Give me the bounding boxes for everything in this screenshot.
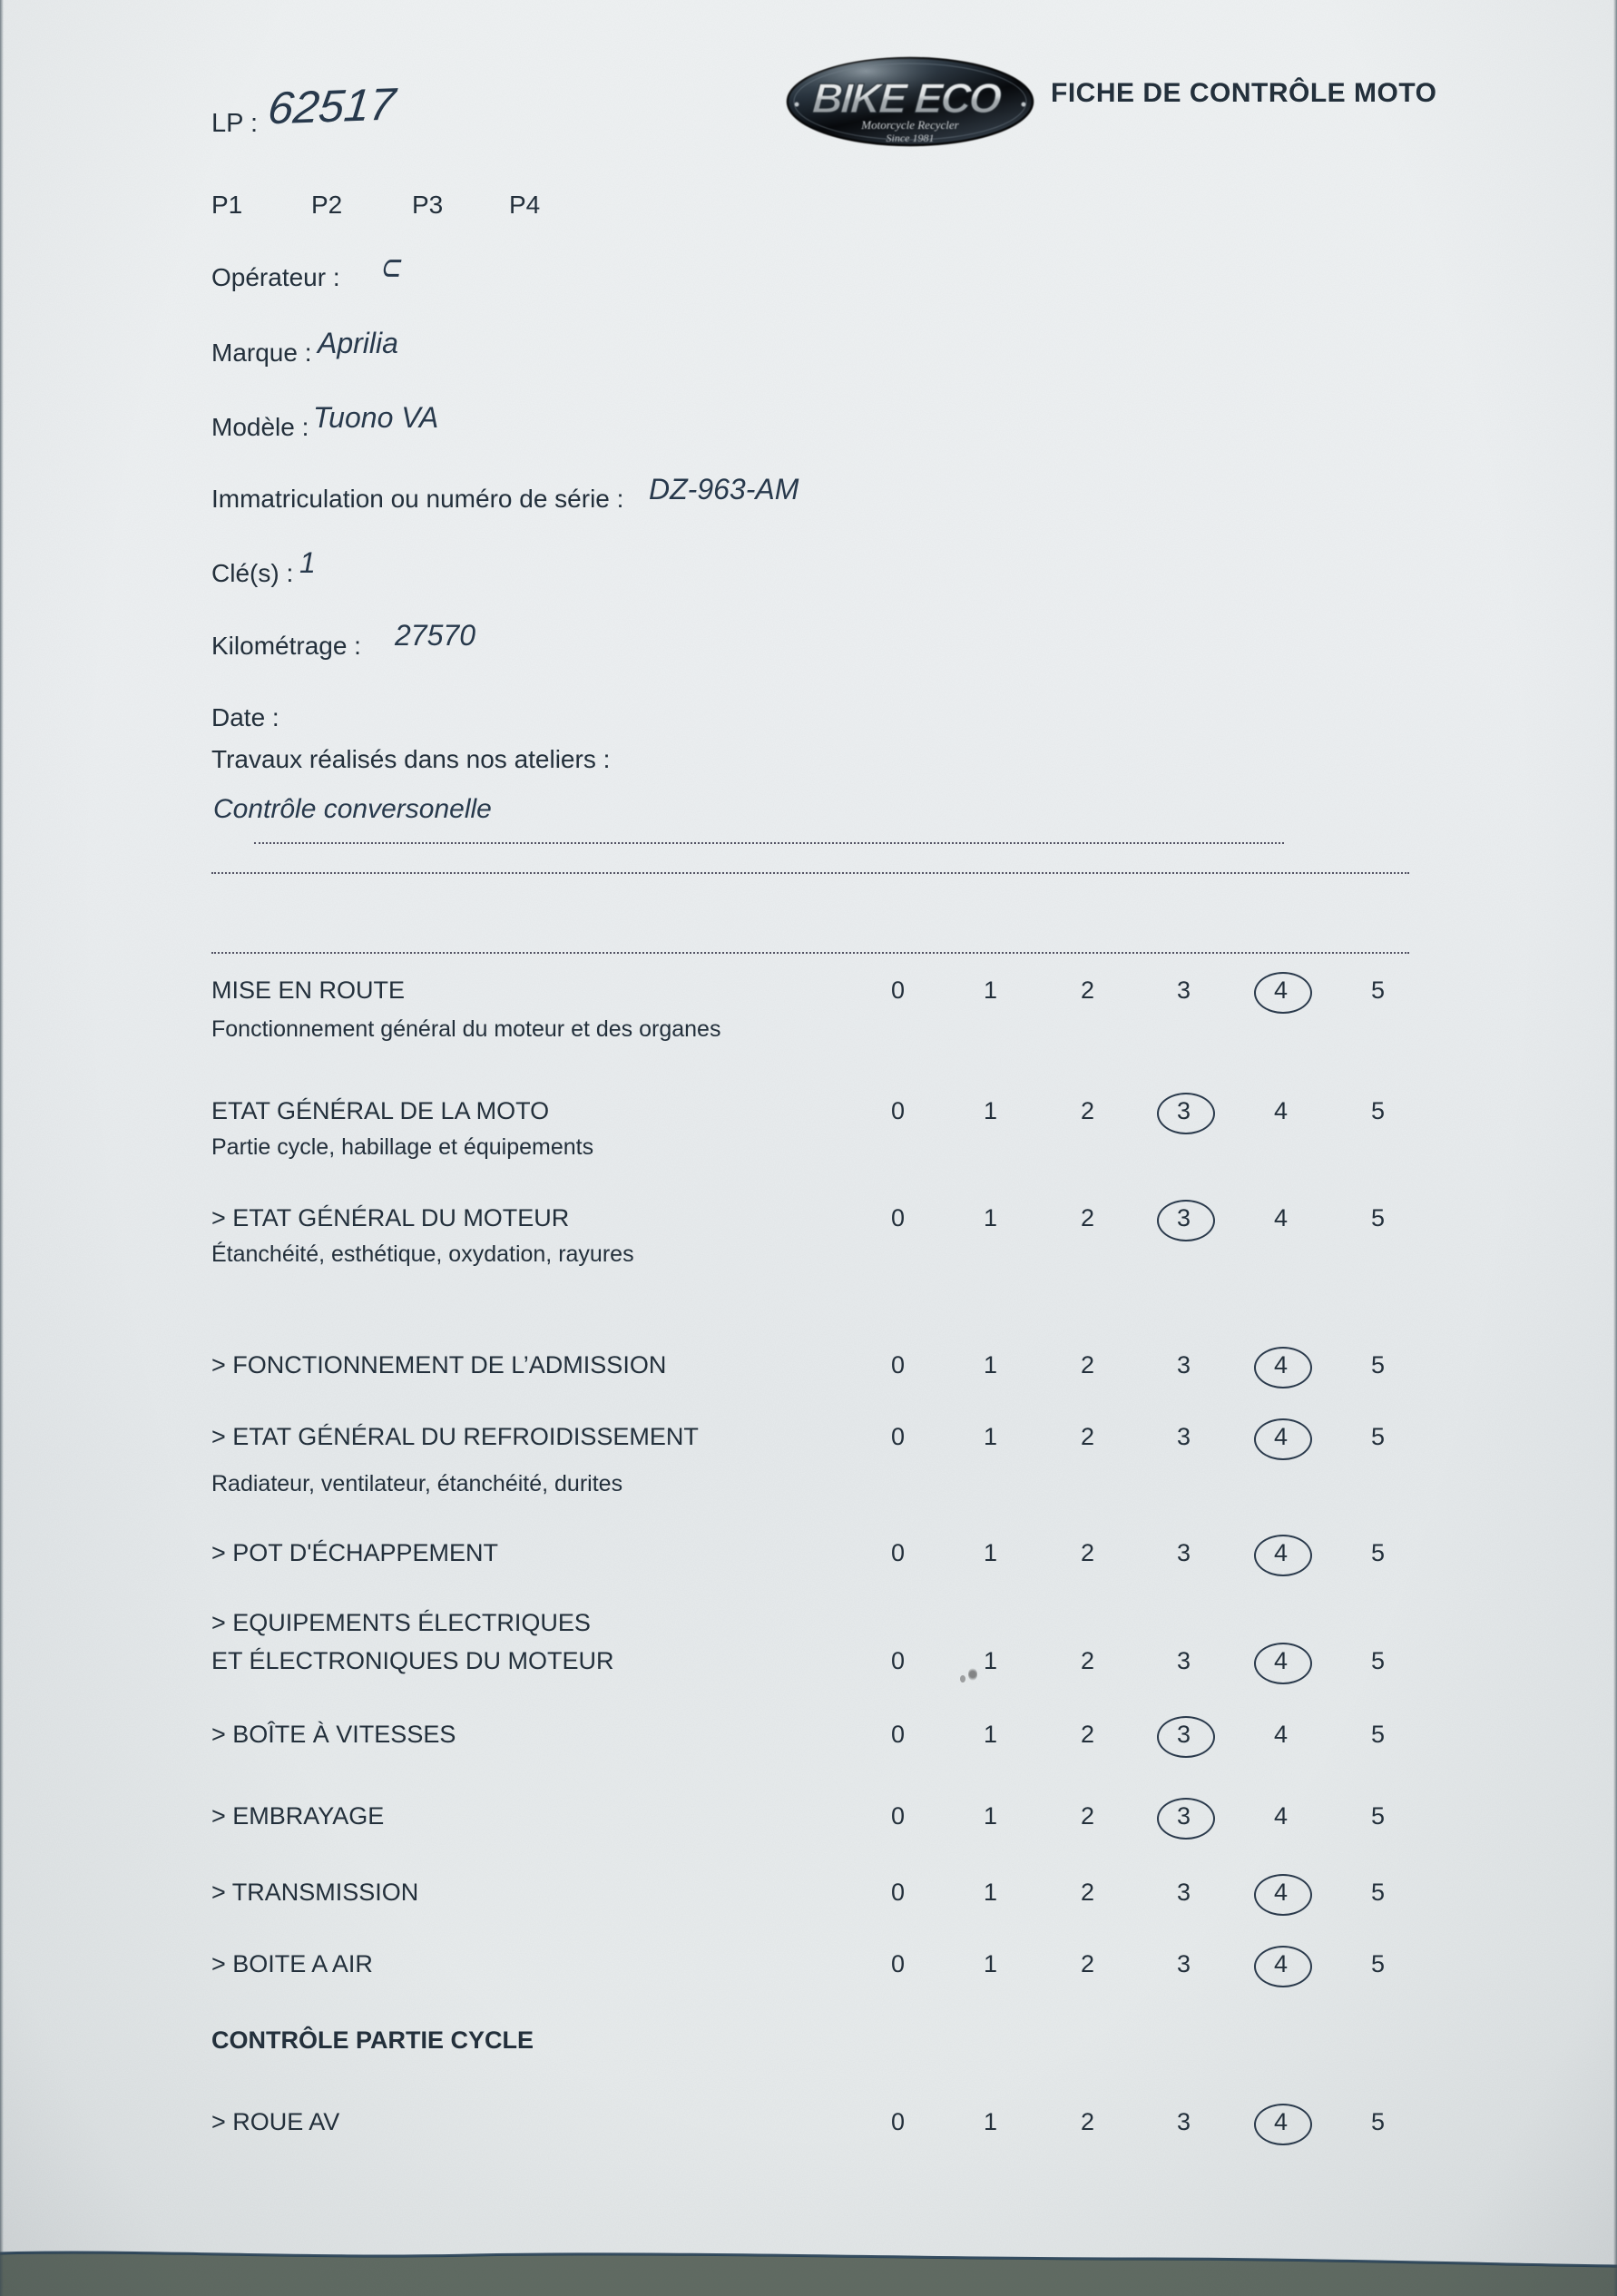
svg-text:BIKE ECO: BIKE ECO — [811, 74, 1004, 122]
svg-text:Motorcycle Recycler: Motorcycle Recycler — [860, 118, 959, 132]
svg-text:Since 1981: Since 1981 — [887, 132, 935, 144]
